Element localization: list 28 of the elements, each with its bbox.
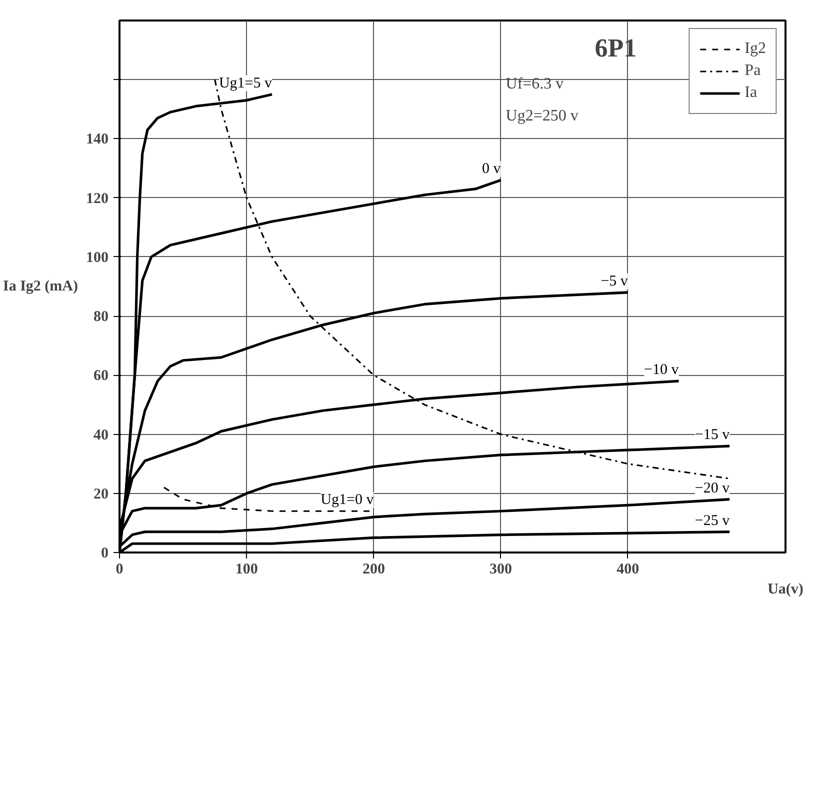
x-axis-title: Ua(v) <box>768 582 804 598</box>
y-tick-label: 20 <box>94 486 108 502</box>
y-tick-label: 120 <box>86 190 108 207</box>
x-tick-label: 100 <box>235 562 258 578</box>
series-label: Ug1=5 v <box>218 75 273 92</box>
x-tick-label: 300 <box>490 562 512 578</box>
y-tick-label: 40 <box>94 427 108 444</box>
annotation: Uf=6.3 v <box>506 76 564 92</box>
series-label: −5 v <box>600 273 628 290</box>
annotation: Ig2 <box>744 40 766 58</box>
y-tick-label: 80 <box>94 309 108 326</box>
series-label: −25 v <box>694 512 730 529</box>
annotation: Ia <box>744 84 758 102</box>
y-tick-label: 60 <box>94 368 108 384</box>
series-label: 0 v <box>482 161 502 178</box>
legend-label: Pa <box>744 62 762 80</box>
y-tick-label: 140 <box>86 132 108 148</box>
y-axis-title: Ia Ig2 (mA) <box>3 278 78 294</box>
series-label: −15 v <box>694 427 730 444</box>
x-tick-label: 0 <box>116 562 124 578</box>
x-tick-label: 200 <box>362 562 385 578</box>
y-tick-label: 100 <box>86 250 108 266</box>
series-label: Ug1=0 v <box>320 492 374 508</box>
annotation: Ug2=250 v <box>506 108 578 124</box>
series-label: −10 v <box>644 362 680 378</box>
series-label: −20 v <box>694 480 730 496</box>
x-tick-label: 400 <box>616 562 640 578</box>
y-tick-label: 0 <box>101 546 108 562</box>
